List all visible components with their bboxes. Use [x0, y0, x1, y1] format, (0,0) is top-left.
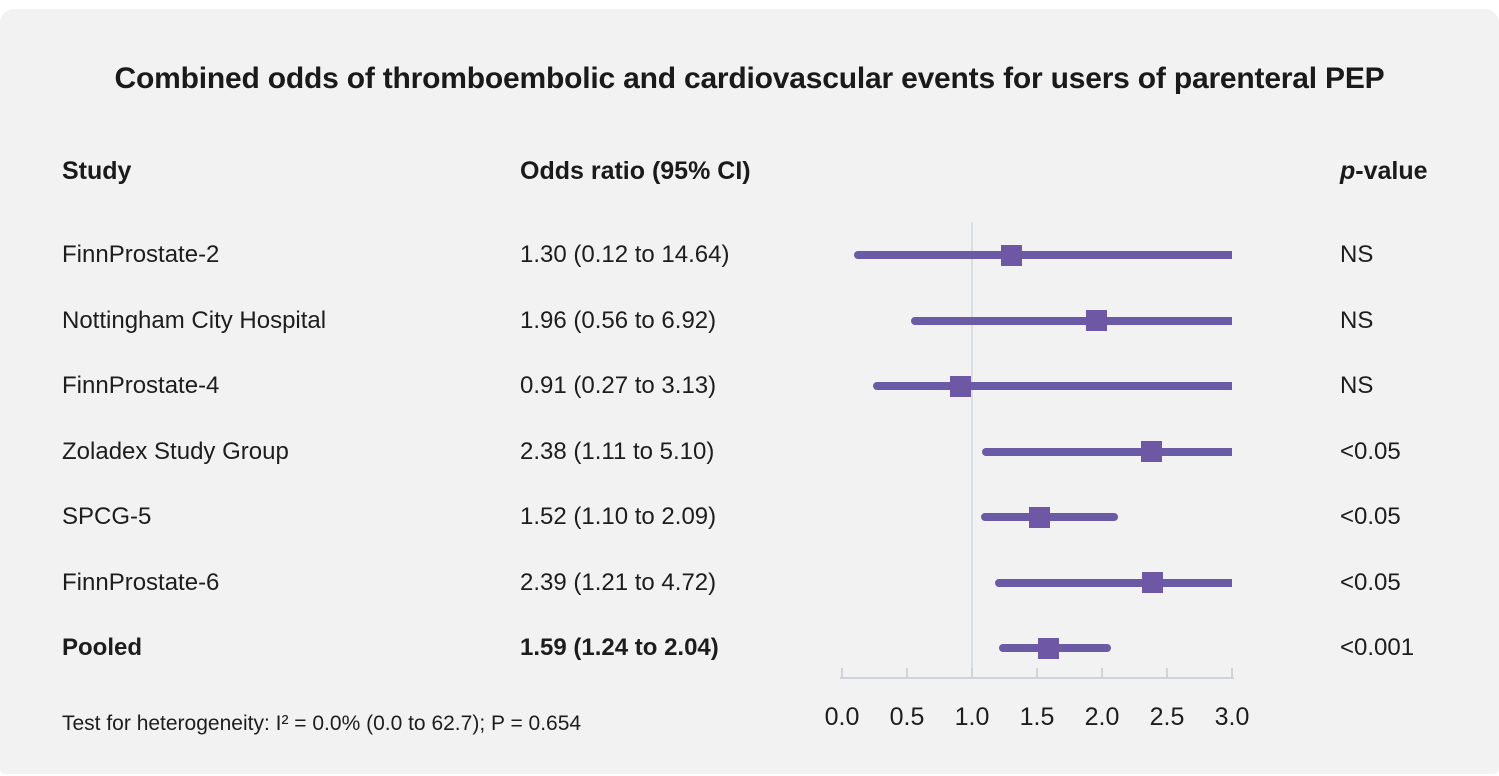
odds-ratio-value: 1.52 (1.10 to 2.09) — [520, 503, 717, 530]
p-value: <0.05 — [1340, 568, 1401, 596]
x-axis-tick — [1231, 668, 1233, 678]
x-axis-tick-label: 0.0 — [824, 703, 860, 731]
table-row: Nottingham City Hospital 1.96 (0.56 to 6.… — [0, 304, 1499, 338]
confidence-interval-line — [910, 316, 1232, 325]
odds-ratio-column-header: Odds ratio (95% CI) — [520, 157, 751, 185]
odds-ratio-marker — [1086, 310, 1108, 331]
x-axis-tick — [841, 668, 843, 678]
confidence-interval-line — [853, 251, 1232, 259]
x-axis-tick — [971, 668, 973, 678]
forest-plot-panel: Combined odds of thromboembolic and card… — [0, 9, 1499, 774]
reference-line — [971, 222, 973, 678]
x-axis-tick-label: 3.0 — [1214, 703, 1250, 731]
p-value-header-italic-p: p — [1340, 157, 1356, 185]
table-row: FinnProstate-2 1.30 (0.12 to 14.64) NS — [0, 238, 1499, 272]
odds-ratio-value: 1.96 (0.56 to 6.92) — [520, 306, 717, 334]
p-value-column-header: p-value — [1340, 157, 1428, 186]
study-name: FinnProstate-4 — [62, 372, 220, 399]
x-axis-tick — [1166, 668, 1168, 678]
p-value: <0.001 — [1340, 634, 1415, 661]
odds-ratio-marker — [1000, 244, 1022, 266]
table-row: Pooled 1.59 (1.24 to 2.04) <0.001 — [0, 631, 1499, 665]
p-value: NS — [1340, 306, 1374, 334]
study-name: SPCG-5 — [62, 503, 152, 530]
x-axis-tick-label: 1.0 — [954, 703, 990, 731]
study-name: Pooled — [62, 634, 143, 661]
table-row: FinnProstate-4 0.91 (0.27 to 3.13) NS — [0, 369, 1499, 403]
p-value: NS — [1340, 372, 1374, 399]
p-value: <0.05 — [1340, 503, 1401, 530]
p-value: NS — [1340, 241, 1374, 268]
x-axis-tick — [1101, 668, 1103, 678]
odds-ratio-marker — [1140, 441, 1162, 462]
p-value-header-suffix: -value — [1355, 157, 1428, 185]
study-column-header: Study — [62, 157, 132, 185]
chart-title: Combined odds of thromboembolic and card… — [114, 62, 1385, 95]
x-axis-tick-label: 1.5 — [1019, 703, 1055, 731]
table-row: Zoladex Study Group 2.38 (1.11 to 5.10) <0… — [0, 435, 1499, 469]
confidence-interval-line — [995, 578, 1232, 587]
confidence-interval-line — [873, 382, 1232, 390]
odds-ratio-value: 1.59 (1.24 to 2.04) — [520, 634, 719, 661]
study-name: Zoladex Study Group — [62, 437, 289, 465]
odds-ratio-value: 1.30 (0.12 to 14.64) — [520, 241, 730, 268]
x-axis-tick-label: 2.0 — [1084, 703, 1120, 731]
study-name: Nottingham City Hospital — [62, 306, 327, 334]
confidence-interval-line — [982, 447, 1232, 456]
study-name: FinnProstate-2 — [62, 241, 220, 268]
p-value: <0.05 — [1340, 437, 1401, 465]
table-row: FinnProstate-6 2.39 (1.21 to 4.72) <0.05 — [0, 566, 1499, 600]
x-axis-tick-label: 2.5 — [1149, 703, 1185, 731]
odds-ratio-marker — [949, 375, 971, 397]
x-axis-tick — [906, 668, 908, 678]
odds-ratio-value: 2.38 (1.11 to 5.10) — [520, 437, 715, 465]
x-axis-tick — [1036, 668, 1038, 678]
table-row: SPCG-5 1.52 (1.10 to 2.09) <0.05 — [0, 500, 1499, 534]
odds-ratio-marker — [1142, 572, 1164, 593]
odds-ratio-value: 0.91 (0.27 to 3.13) — [520, 372, 717, 399]
odds-ratio-marker — [1029, 506, 1051, 528]
heterogeneity-footnote: Test for heterogeneity: I² = 0.0% (0.0 t… — [62, 712, 582, 735]
study-name: FinnProstate-6 — [62, 568, 220, 596]
odds-ratio-marker — [1038, 637, 1060, 659]
odds-ratio-value: 2.39 (1.21 to 4.72) — [520, 568, 717, 596]
x-axis-line — [840, 677, 1234, 679]
x-axis-tick-label: 0.5 — [889, 703, 925, 731]
